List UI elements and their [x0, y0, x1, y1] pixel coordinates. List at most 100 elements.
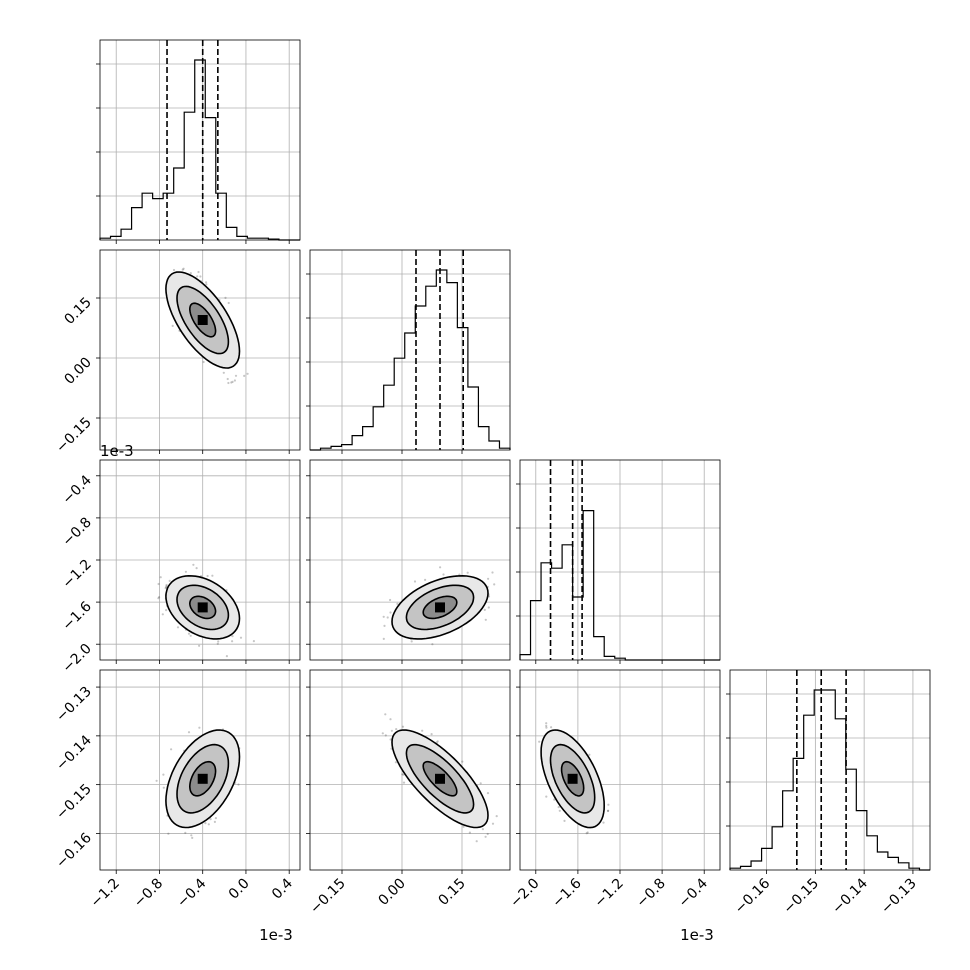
sample-point	[182, 267, 185, 270]
y-tick-label: −0.4	[59, 472, 94, 507]
panel-frame	[309, 249, 511, 451]
sample-point	[402, 773, 405, 776]
sample-point	[402, 781, 406, 784]
sample-point	[189, 634, 192, 637]
sample-point	[243, 374, 246, 377]
sample-point	[395, 728, 398, 731]
sample-point	[231, 635, 234, 638]
sample-point	[389, 718, 392, 721]
sample-point	[394, 761, 397, 764]
sample-point	[381, 732, 384, 735]
sample-point	[383, 624, 386, 628]
contour-line	[188, 302, 217, 338]
y-tick-label: −1.6	[59, 599, 94, 634]
sample-point	[396, 602, 399, 606]
sample-point	[209, 818, 212, 821]
sample-point	[207, 823, 210, 826]
sample-point	[211, 574, 214, 577]
sample-point	[436, 740, 439, 743]
y-tick-label: −0.15	[53, 781, 95, 823]
sample-point	[495, 815, 498, 818]
hist-panel-3	[726, 669, 931, 874]
sample-point	[196, 275, 199, 278]
panel-frame	[729, 669, 931, 871]
sample-point	[191, 836, 194, 840]
sample-point	[167, 832, 170, 835]
histogram-step	[99, 59, 300, 241]
contour-line	[549, 743, 596, 814]
sample-point	[390, 729, 393, 732]
scatter-panel-3-0	[96, 669, 301, 874]
x-tick-label: −1.2	[88, 876, 123, 911]
x-tick-label: 0.15	[435, 876, 468, 909]
sample-point	[157, 597, 160, 600]
offset-label-y: 1e-3	[100, 442, 134, 460]
sample-point	[491, 822, 495, 825]
contour-line	[176, 743, 230, 814]
sample-point	[187, 632, 191, 635]
sample-point	[545, 722, 548, 725]
contour-line	[560, 760, 585, 797]
scatter-panel-3-1	[306, 669, 511, 874]
contour-line	[540, 729, 606, 829]
sample-point	[161, 613, 164, 616]
sample-point	[461, 760, 464, 763]
contour-line	[176, 584, 230, 631]
sample-point	[217, 640, 220, 643]
sample-point	[382, 637, 385, 641]
sample-point	[602, 821, 605, 824]
sample-point	[484, 618, 487, 621]
sample-point	[181, 268, 184, 271]
sample-point	[439, 566, 442, 569]
sample-point	[486, 832, 489, 836]
sample-point	[563, 819, 566, 823]
density-peak	[197, 315, 208, 325]
density-peak	[435, 602, 445, 613]
y-tick-label: −2.0	[59, 641, 94, 676]
sample-point	[190, 834, 193, 837]
contour-line	[188, 760, 217, 797]
sample-point	[431, 643, 434, 646]
offset-label-x3: 1e-3	[680, 926, 714, 944]
sample-point	[545, 726, 548, 729]
sample-point	[198, 644, 201, 647]
panel-frame	[99, 39, 301, 241]
sample-point	[442, 573, 445, 576]
sample-point	[206, 574, 209, 578]
scatter-points	[381, 713, 498, 843]
sample-point	[155, 779, 158, 782]
panel-frame	[309, 669, 511, 871]
sample-point	[588, 753, 591, 756]
y-tick-label: 0.00	[61, 355, 94, 388]
offset-label-x1: 1e-3	[259, 926, 293, 944]
sample-point	[214, 817, 217, 820]
sample-point	[606, 809, 610, 813]
sample-point	[550, 726, 553, 729]
sample-point	[187, 731, 191, 734]
y-tick-label: −1.2	[59, 557, 94, 592]
sample-point	[227, 381, 230, 385]
x-tick-label: 0.0	[226, 876, 253, 903]
histogram-step	[310, 269, 511, 451]
scatter-panel-2-0	[96, 459, 301, 664]
sample-point	[162, 773, 165, 776]
y-tick-label: 0.15	[61, 295, 94, 328]
sample-point	[225, 655, 228, 658]
sample-point	[192, 563, 195, 566]
x-tick-label: −2.0	[507, 876, 542, 911]
sample-point	[382, 615, 385, 618]
sample-point	[233, 379, 236, 382]
sample-point	[389, 598, 392, 602]
y-tick-label: −0.8	[59, 514, 94, 549]
sample-point	[176, 626, 180, 629]
scatter-panel-3-2	[516, 669, 721, 874]
sample-point	[484, 835, 487, 838]
sample-point	[231, 380, 234, 383]
hist-panel-1	[306, 249, 511, 454]
contour-line	[165, 574, 241, 640]
contour-line	[422, 760, 458, 797]
sample-point	[410, 640, 413, 643]
sample-point	[197, 270, 200, 274]
x-tick-label: −0.16	[732, 875, 774, 917]
